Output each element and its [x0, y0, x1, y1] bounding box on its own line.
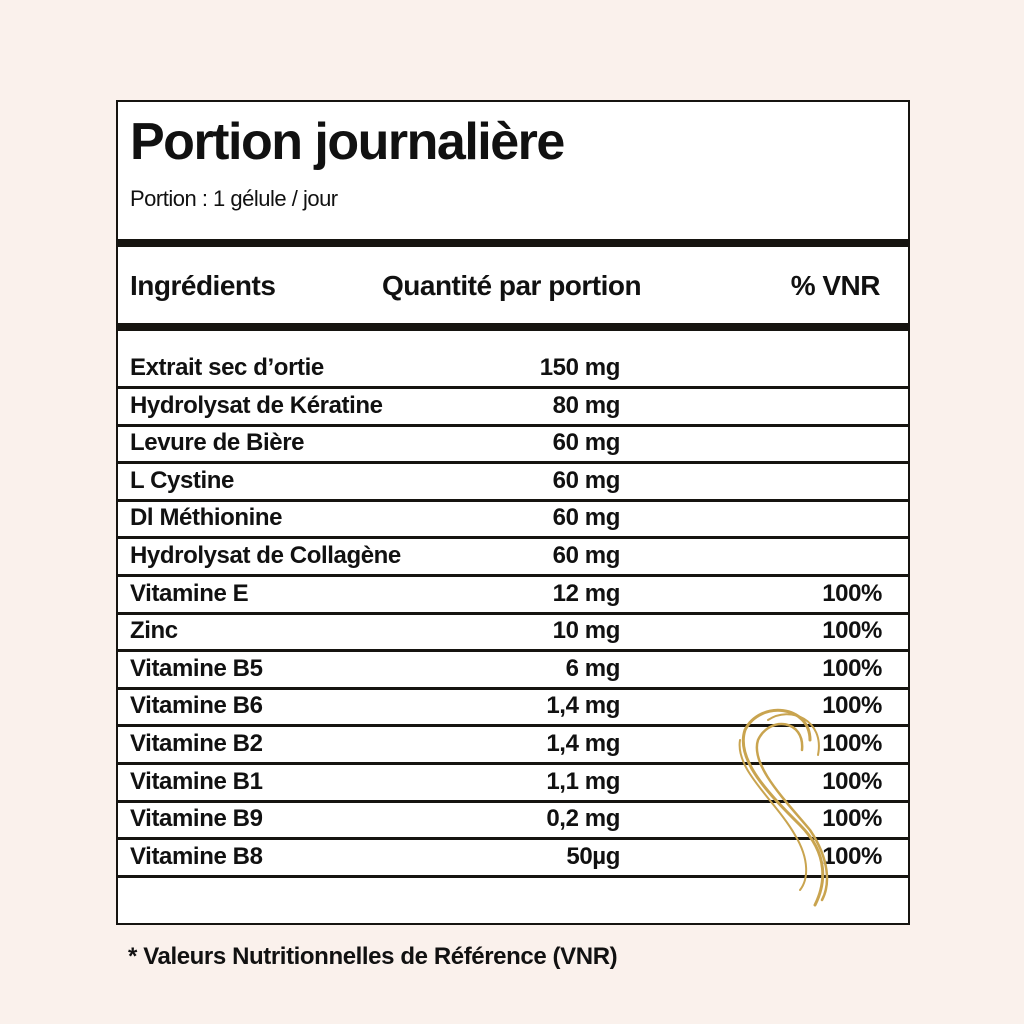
- ingredient-name: Vitamine B1: [130, 767, 263, 795]
- ingredient-vnr: 100%: [822, 617, 882, 645]
- table-row: Zinc 10 mg 100%: [118, 613, 908, 653]
- ingredient-quantity: 1,4 mg: [546, 692, 620, 720]
- footnote: * Valeurs Nutritionnelles de Référence (…: [128, 943, 618, 970]
- ingredient-quantity: 80 mg: [552, 391, 621, 419]
- ingredient-vnr: 100%: [822, 805, 882, 833]
- ingredient-quantity: 1,4 mg: [546, 730, 620, 757]
- ingredient-quantity: 60 mg: [552, 429, 621, 457]
- ingredient-name: Vitamine E: [130, 579, 249, 607]
- ingredient-name: Vitamine B6: [130, 692, 263, 720]
- ingredient-name: Vitamine B8: [130, 842, 263, 870]
- header-vnr: % VNR: [790, 270, 881, 301]
- header-quantity: Quantité par portion: [382, 270, 642, 301]
- table-row: Vitamine B2 1,4 mg 100%: [118, 726, 908, 765]
- table-row: Vitamine B9 0,2 mg 100%: [118, 801, 908, 841]
- table-row: Hydrolysat de Kératine 80 mg: [118, 388, 908, 427]
- divider: [118, 323, 908, 331]
- ingredient-quantity: 150 mg: [539, 354, 621, 381]
- ingredient-name: Vitamine B9: [130, 805, 263, 833]
- ingredient-vnr: 100%: [822, 654, 882, 682]
- ingredient-quantity: 60 mg: [552, 466, 621, 494]
- ingredient-vnr: 100%: [822, 842, 882, 870]
- table-row: Levure de Bière 60 mg: [118, 425, 908, 465]
- table-row: Dl Méthionine 60 mg: [118, 500, 908, 540]
- ingredient-vnr: 100%: [822, 692, 882, 720]
- table-row: Vitamine B5 6 mg 100%: [118, 651, 908, 690]
- ingredient-quantity: 60 mg: [552, 504, 621, 532]
- divider: [118, 239, 908, 247]
- page-title: Portion journalière: [130, 113, 565, 171]
- ingredient-name: Vitamine B2: [130, 730, 263, 757]
- ingredient-quantity: 60 mg: [552, 542, 621, 569]
- ingredient-vnr: 100%: [822, 579, 882, 607]
- ingredient-name: L Cystine: [130, 466, 234, 494]
- ingredient-quantity: 10 mg: [552, 617, 621, 645]
- ingredient-quantity: 50µg: [566, 842, 620, 870]
- ingredient-vnr: 100%: [822, 767, 882, 795]
- ingredient-quantity: 0,2 mg: [546, 805, 620, 833]
- table-row: Vitamine E 12 mg 100%: [118, 576, 908, 615]
- ingredient-name: Hydrolysat de Kératine: [130, 391, 383, 419]
- table-row: Vitamine B8 50µg 100%: [118, 839, 908, 878]
- header-ingredients: Ingrédients: [130, 270, 276, 301]
- ingredient-quantity: 12 mg: [552, 579, 621, 607]
- table-row: Extrait sec d’ortie 150 mg: [118, 331, 908, 389]
- ingredient-quantity: 6 mg: [565, 654, 621, 682]
- hair-swirl-icon: [738, 708, 829, 907]
- ingredient-name: Zinc: [130, 617, 178, 645]
- ingredient-name: Hydrolysat de Collagène: [130, 542, 401, 569]
- ingredient-vnr: 100%: [822, 730, 882, 757]
- ingredient-name: Extrait sec d’ortie: [130, 354, 324, 381]
- table-row: Hydrolysat de Collagène 60 mg: [118, 538, 908, 577]
- nutrition-table: Portion journalière Portion : 1 gélule /…: [116, 100, 910, 925]
- table-row: L Cystine 60 mg: [118, 463, 908, 502]
- ingredient-quantity: 1,1 mg: [546, 767, 620, 795]
- serving-size: Portion : 1 gélule / jour: [130, 186, 338, 211]
- ingredient-name: Vitamine B5: [130, 654, 263, 682]
- table-row: Vitamine B1 1,1 mg 100%: [118, 764, 908, 803]
- ingredient-name: Dl Méthionine: [130, 504, 283, 532]
- table-row: Vitamine B6 1,4 mg 100%: [118, 688, 908, 728]
- ingredient-name: Levure de Bière: [130, 429, 305, 457]
